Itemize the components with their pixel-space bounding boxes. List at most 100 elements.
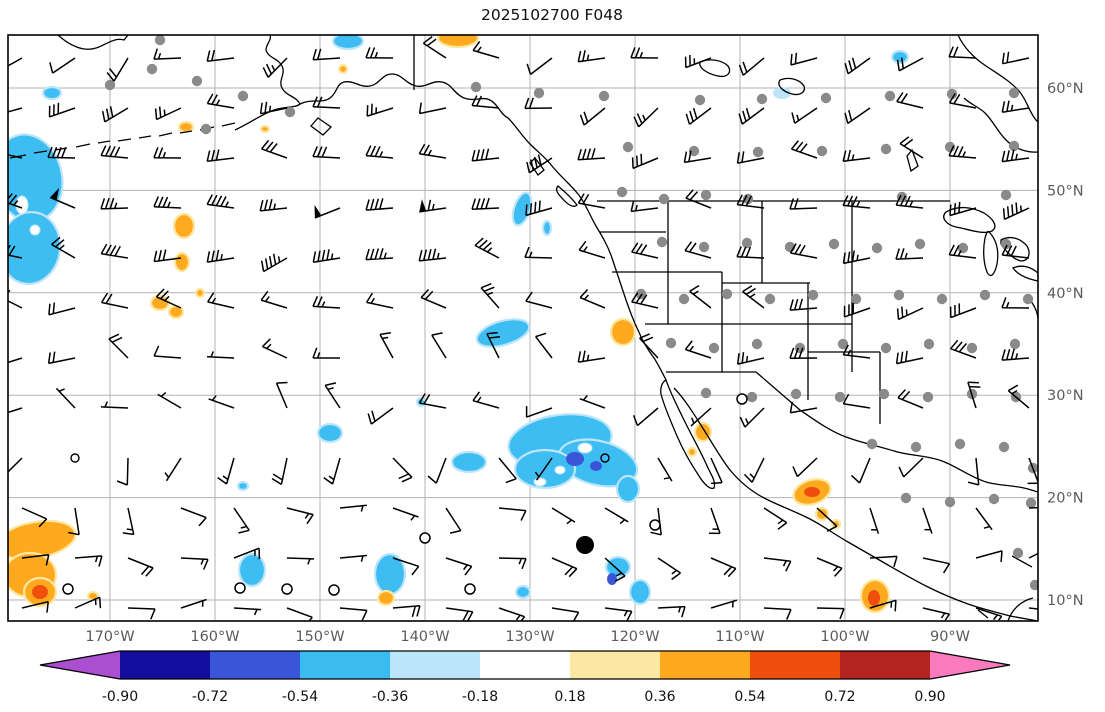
wind-barb	[418, 248, 447, 262]
barb-staff	[101, 106, 129, 123]
longitude-axis: 170°W 160°W 150°W 140°W 130°W 120°W 110°W 100°W…	[85, 629, 970, 645]
barb-staff	[738, 107, 765, 125]
wind-barb	[632, 407, 659, 427]
negative-anomaly-patch	[8, 211, 62, 285]
lake-winnipeg	[906, 148, 919, 173]
wind-barb	[525, 291, 553, 309]
barb-flag-50kt	[419, 199, 427, 212]
wind-barb	[445, 607, 474, 621]
wind-barb	[422, 36, 447, 59]
barb-staff	[816, 607, 845, 620]
barb-staff	[948, 46, 977, 59]
station-dot	[678, 293, 690, 305]
barb-staff	[418, 248, 447, 262]
wind-barb	[897, 389, 924, 409]
wind-barb	[206, 351, 235, 359]
barb-staff	[365, 292, 394, 309]
wind-barb	[898, 457, 924, 478]
wind-barb	[577, 193, 606, 209]
station-dot	[700, 189, 712, 201]
barb-staff	[922, 507, 933, 534]
wind-barb	[763, 607, 792, 620]
barb-staff	[206, 249, 235, 263]
barb-staff	[551, 507, 576, 525]
barb-staff	[895, 350, 924, 365]
barb-staff	[816, 557, 843, 577]
station-dot	[966, 342, 978, 354]
calm-station-circle	[736, 393, 748, 405]
colorbar-segment	[390, 651, 481, 679]
anomaly-hole	[533, 477, 547, 487]
wind-barb	[286, 607, 313, 621]
barb-staff	[153, 345, 182, 359]
station-dot	[284, 106, 296, 118]
station-dot	[944, 496, 956, 508]
wind-barb	[101, 106, 129, 123]
barb-staff	[657, 457, 673, 482]
wind-barb	[1001, 149, 1030, 163]
barb-staff	[100, 243, 129, 259]
barb-staff	[789, 243, 818, 259]
wind-barb	[474, 237, 500, 259]
wind-barbs	[8, 36, 1038, 621]
positive-anomaly-patch	[172, 212, 196, 240]
barb-staff	[534, 457, 553, 481]
wind-barb	[657, 457, 673, 482]
barb-staff	[312, 48, 341, 61]
barb-staff	[8, 357, 23, 364]
wind-barb	[8, 407, 23, 414]
wind-barb	[896, 92, 924, 109]
barb-staff	[690, 407, 712, 427]
wind-barb	[792, 457, 818, 478]
wind-barb	[419, 199, 447, 213]
colorbar-segment	[660, 651, 751, 679]
wind-barb	[895, 350, 924, 365]
wind-barb	[551, 607, 580, 621]
wind-barb	[816, 557, 843, 577]
barb-staff	[474, 237, 500, 259]
wind-barb	[233, 507, 250, 534]
wind-barb	[535, 332, 553, 359]
anomaly-shading	[8, 35, 910, 614]
strong-positive-core	[804, 487, 820, 497]
wind-barb	[312, 146, 341, 159]
wind-barb	[789, 401, 818, 414]
negative-anomaly-patch	[628, 578, 652, 606]
wind-barb	[736, 194, 765, 209]
wind-barb	[604, 607, 633, 621]
barb-staff	[742, 285, 765, 309]
station-dot	[154, 35, 166, 46]
barb-staff	[1028, 607, 1038, 610]
wind-barb	[842, 195, 871, 209]
wind-barb	[842, 344, 871, 359]
wind-barb	[100, 292, 129, 309]
wind-barb	[1007, 384, 1030, 409]
wind-barb	[922, 557, 951, 574]
barb-staff	[286, 607, 313, 621]
barb-staff	[1001, 149, 1030, 163]
wind-barb	[157, 392, 182, 409]
station-dot	[910, 441, 922, 453]
wind-barb	[630, 200, 659, 213]
barb-staff	[259, 101, 288, 115]
negative-anomaly-patch	[541, 219, 553, 237]
barb-staff	[106, 57, 129, 82]
wind-barb	[206, 49, 235, 63]
strong-negative-core	[566, 452, 584, 466]
barb-staff	[896, 92, 924, 109]
barb-staff	[685, 107, 712, 125]
barb-flag-50kt	[314, 204, 322, 218]
positive-anomaly-patch	[337, 63, 349, 75]
barb-staff	[366, 103, 394, 117]
wind-barb	[842, 250, 871, 265]
wind-barb	[577, 148, 606, 161]
barb-staff	[445, 557, 473, 576]
colorbar-outline	[39, 650, 1011, 680]
barb-staff	[948, 145, 977, 159]
wind-barb	[49, 57, 76, 74]
barb-staff	[525, 200, 553, 217]
barb-staff	[524, 97, 553, 110]
barb-staff	[631, 292, 659, 309]
station-dot	[688, 145, 700, 157]
barb-staff	[631, 153, 659, 170]
